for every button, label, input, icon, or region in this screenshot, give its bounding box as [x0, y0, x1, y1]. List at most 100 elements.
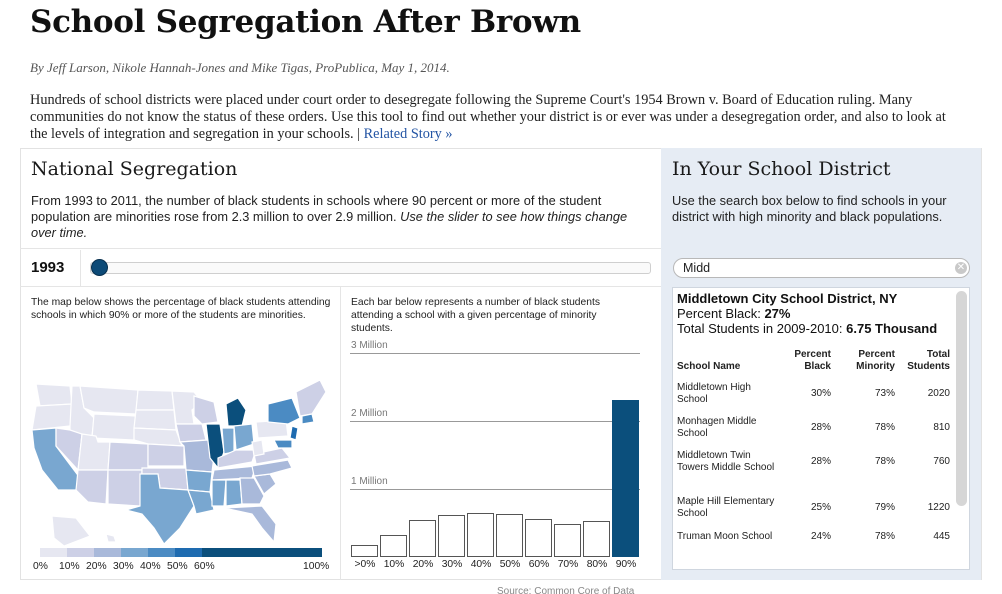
- national-header: [20, 148, 661, 249]
- x-tick-label: 50%: [499, 559, 521, 570]
- clear-search-icon[interactable]: ✕: [955, 262, 967, 274]
- school-name-cell: Monhagen Middle School: [677, 416, 757, 439]
- total-students-cell: 1220: [927, 502, 950, 513]
- state-west-virginia: [251, 439, 265, 457]
- legend-swatch: [40, 548, 67, 557]
- year-slider-row: [20, 250, 661, 287]
- legend-label: 50%: [167, 561, 188, 572]
- state-washington: [35, 383, 73, 407]
- results-scrollbar[interactable]: [956, 291, 967, 506]
- x-tick-label: 80%: [586, 559, 608, 570]
- state-indiana: [221, 427, 235, 455]
- chart-bar[interactable]: [351, 545, 378, 557]
- district-search-input[interactable]: Midd: [673, 258, 970, 278]
- y-tick-label: 3 Million: [351, 340, 388, 351]
- state-alabama: [225, 479, 243, 507]
- x-tick-label: 40%: [470, 559, 492, 570]
- district-header: [661, 148, 981, 249]
- x-tick-label: 20%: [412, 559, 434, 570]
- state-georgia: [239, 477, 265, 505]
- x-tick-label: 90%: [615, 559, 637, 570]
- chart-bar[interactable]: [496, 514, 523, 557]
- chart-bar[interactable]: [612, 400, 639, 557]
- legend-swatch: [94, 548, 121, 557]
- school-name-cell: Middletown High School: [677, 382, 751, 405]
- chart-bar[interactable]: [525, 519, 552, 557]
- state-texas: [123, 473, 195, 545]
- percent-black-cell: 25%: [810, 502, 831, 513]
- chart-bar[interactable]: [467, 513, 494, 557]
- state-arizona: [75, 469, 109, 505]
- gridline: [350, 353, 640, 354]
- total-students-cell: 760: [933, 456, 950, 467]
- year-slider-handle[interactable]: [91, 259, 108, 276]
- total-students-cell: 2020: [927, 388, 950, 399]
- us-choropleth-map[interactable]: [30, 378, 330, 548]
- year-label: 1993: [31, 259, 65, 276]
- chart-description: Each bar below represents a number of bl…: [351, 297, 600, 334]
- state-north-carolina: [251, 459, 293, 477]
- x-tick-label: 10%: [383, 559, 405, 570]
- percent-black-cell: 30%: [810, 388, 831, 399]
- gridline: [350, 489, 640, 490]
- district-name[interactable]: Middletown City School District, NY: [677, 291, 898, 306]
- state-kansas: [147, 443, 185, 467]
- state-louisiana: [187, 489, 215, 515]
- state-ohio: [233, 423, 255, 451]
- state-south-dakota: [133, 409, 177, 431]
- chart-bar[interactable]: [409, 520, 436, 557]
- x-tick-label: 60%: [528, 559, 550, 570]
- percent-black-cell: 24%: [810, 531, 831, 542]
- x-tick-label: >0%: [354, 559, 376, 570]
- legend-swatch: [121, 548, 148, 557]
- state-colorado: [107, 441, 149, 471]
- map-description: The map below shows the percentage of bl…: [31, 297, 331, 321]
- legend-swatch: [67, 548, 94, 557]
- legend-label: 40%: [140, 561, 161, 572]
- divider: [80, 250, 81, 287]
- x-tick-label: 70%: [557, 559, 579, 570]
- legend-label: 0%: [33, 561, 48, 572]
- school-name-cell: Maple Hill Elementary School: [677, 496, 775, 519]
- related-story-link[interactable]: Related Story »: [363, 126, 453, 142]
- state-new-york: [267, 397, 301, 425]
- y-tick-label: 1 Million: [351, 476, 388, 487]
- legend-swatch: [148, 548, 175, 557]
- year-slider-track[interactable]: [90, 262, 651, 274]
- state-connecticut: [301, 413, 315, 425]
- divider: [340, 287, 341, 580]
- percent-black-line: Percent Black: 27%: [677, 306, 790, 321]
- total-students-label: Total Students in 2009-2010:: [677, 321, 843, 336]
- chart-bar[interactable]: [438, 515, 465, 557]
- state-virginia: [253, 447, 292, 465]
- state-montana: [79, 385, 139, 415]
- state-alaska: [51, 515, 91, 547]
- legend-label: 10%: [59, 561, 80, 572]
- district-title: In Your School District: [672, 158, 891, 180]
- x-tick-label: 30%: [441, 559, 463, 570]
- col-header-total: Total Students: [907, 349, 950, 372]
- legend-swatch: [202, 548, 322, 557]
- state-michigan: [225, 397, 247, 427]
- total-students-cell: 810: [933, 422, 950, 433]
- legend-label: 60%: [194, 561, 215, 572]
- national-desc-text: From 1993 to 2011, the number of black s…: [31, 193, 602, 224]
- intro-paragraph: Hundreds of school districts were placed…: [30, 92, 965, 143]
- col-header-school: School Name: [677, 361, 741, 372]
- source-note: Source: Common Core of Data: [497, 586, 635, 594]
- state-new-jersey: [289, 425, 299, 441]
- gridline: [350, 421, 640, 422]
- percent-minority-cell: 78%: [874, 456, 895, 467]
- legend-label: 30%: [113, 561, 134, 572]
- state-oregon: [31, 403, 73, 431]
- chart-bar[interactable]: [380, 535, 407, 557]
- y-tick-label: 2 Million: [351, 408, 388, 419]
- chart-bar[interactable]: [583, 521, 610, 557]
- district-results[interactable]: [672, 287, 970, 570]
- total-students-cell: 445: [933, 531, 950, 542]
- chart-bar[interactable]: [554, 524, 581, 557]
- district-description: Use the search box below to find schools…: [672, 193, 947, 224]
- state-utah: [77, 433, 111, 471]
- legend-label: 20%: [86, 561, 107, 572]
- legend-swatch: [175, 548, 202, 557]
